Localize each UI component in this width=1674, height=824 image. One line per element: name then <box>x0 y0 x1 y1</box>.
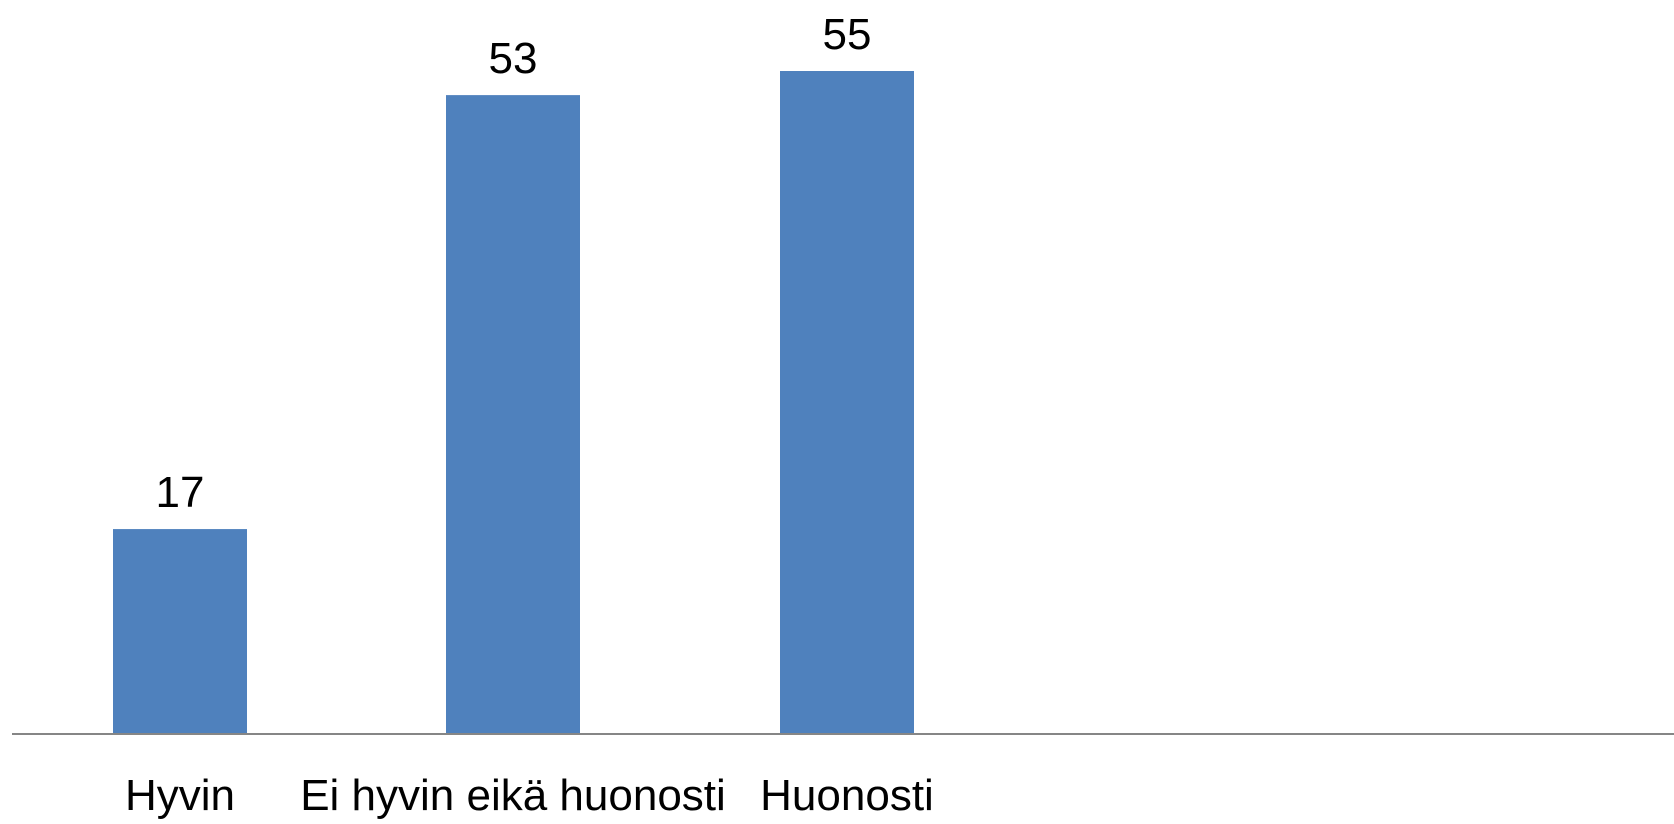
category-labels-group: Hyvin Ei hyvin eikä huonosti Huonosti <box>125 771 934 820</box>
category-label-3: Huonosti <box>760 771 934 820</box>
bar-3 <box>780 71 914 734</box>
category-label-1: Hyvin <box>125 771 235 820</box>
bar-value-label-1: 17 <box>156 468 205 517</box>
category-label-2: Ei hyvin eikä huonosti <box>300 771 726 820</box>
value-labels-group: 17 53 55 <box>156 10 872 517</box>
bar-1 <box>113 529 247 734</box>
bar-2 <box>446 95 580 735</box>
bars-group <box>113 71 914 735</box>
bar-value-label-3: 55 <box>823 10 872 59</box>
bar-value-label-2: 53 <box>489 34 538 83</box>
